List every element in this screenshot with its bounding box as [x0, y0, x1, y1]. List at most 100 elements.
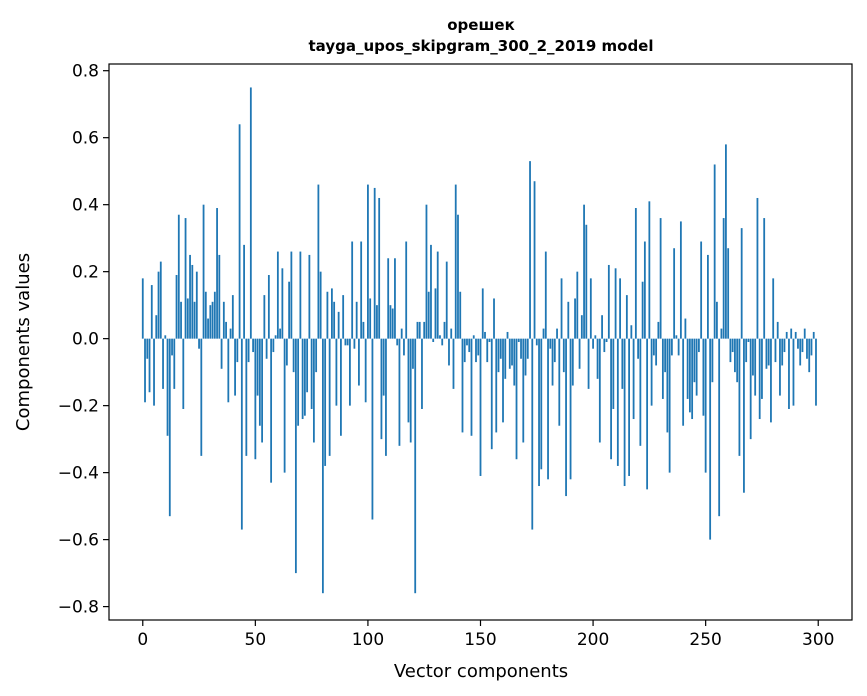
bar [321, 338, 324, 594]
bar [781, 338, 784, 366]
bar [355, 301, 358, 339]
bar [204, 291, 207, 339]
bar [225, 321, 227, 339]
bar [186, 298, 189, 339]
bar [403, 338, 405, 356]
bar [578, 338, 581, 369]
bar [274, 335, 277, 339]
bar [148, 338, 151, 393]
bar [479, 338, 482, 476]
y-tick-label: −0.2 [58, 397, 99, 417]
bar [499, 338, 502, 359]
bar [252, 338, 254, 353]
bar [716, 301, 718, 339]
bar [175, 275, 178, 339]
bar [547, 338, 549, 480]
bar [198, 338, 200, 349]
bar [619, 278, 621, 339]
bar [191, 264, 194, 339]
bar [238, 124, 241, 339]
bar [364, 338, 367, 403]
bar [763, 218, 766, 339]
bar [684, 318, 687, 339]
bar [770, 338, 772, 423]
bar [652, 338, 655, 356]
bar [558, 338, 561, 426]
bar [236, 338, 239, 363]
bar [517, 338, 520, 342]
bar [340, 338, 342, 436]
bar [643, 241, 646, 339]
bar [162, 338, 164, 389]
bar [639, 338, 642, 446]
bar [281, 268, 284, 339]
bar [493, 298, 495, 339]
bar [630, 325, 633, 339]
bar [457, 214, 459, 339]
bar [511, 338, 513, 366]
bar [254, 338, 257, 460]
bar [490, 338, 493, 450]
bar [213, 291, 216, 339]
bar [788, 338, 790, 409]
bar [765, 338, 768, 369]
bar [349, 338, 351, 406]
bar [713, 164, 716, 339]
bar [587, 338, 590, 389]
bar [434, 288, 437, 339]
bar [193, 301, 196, 339]
bar [405, 241, 408, 339]
bar [598, 338, 601, 443]
bar [297, 338, 300, 426]
bar [515, 338, 518, 460]
bar [315, 338, 318, 373]
bar [556, 328, 558, 339]
bar [409, 338, 412, 443]
bar [513, 338, 516, 386]
bar [358, 338, 360, 386]
y-tick-label: −0.6 [58, 531, 99, 551]
bar [576, 271, 579, 339]
bar [290, 251, 293, 339]
bar [709, 338, 712, 540]
bar [776, 321, 779, 339]
bar [655, 338, 658, 366]
bar [812, 331, 815, 339]
bar [294, 338, 297, 574]
bar [369, 298, 372, 339]
bar [159, 261, 162, 339]
bar [569, 338, 572, 480]
bar [661, 338, 664, 399]
bar [249, 87, 252, 339]
bar [756, 197, 759, 339]
bar [394, 258, 396, 339]
x-axis: 0 50 100 150 200 250 300 [137, 620, 834, 650]
bar [634, 208, 637, 339]
bar [276, 251, 279, 339]
bar [526, 338, 529, 359]
x-tick-label: 0 [137, 630, 148, 650]
bar [675, 335, 678, 339]
x-axis-label: Vector components [394, 661, 568, 682]
x-tick-label: 100 [352, 630, 384, 650]
bar [522, 338, 525, 443]
bar [292, 338, 295, 373]
bar [603, 338, 606, 353]
bar [180, 301, 182, 339]
bar [488, 338, 491, 342]
bar [504, 338, 507, 379]
bar [448, 338, 450, 366]
bar [218, 254, 221, 339]
bar [333, 301, 336, 339]
bar [461, 338, 464, 433]
bar [648, 201, 651, 339]
bar [535, 338, 538, 346]
bar [229, 328, 232, 339]
bar [470, 338, 473, 436]
bar [308, 254, 311, 339]
bar [468, 338, 471, 353]
bar [707, 254, 709, 339]
bar [650, 338, 653, 406]
bar [391, 308, 394, 339]
bar [243, 244, 245, 339]
